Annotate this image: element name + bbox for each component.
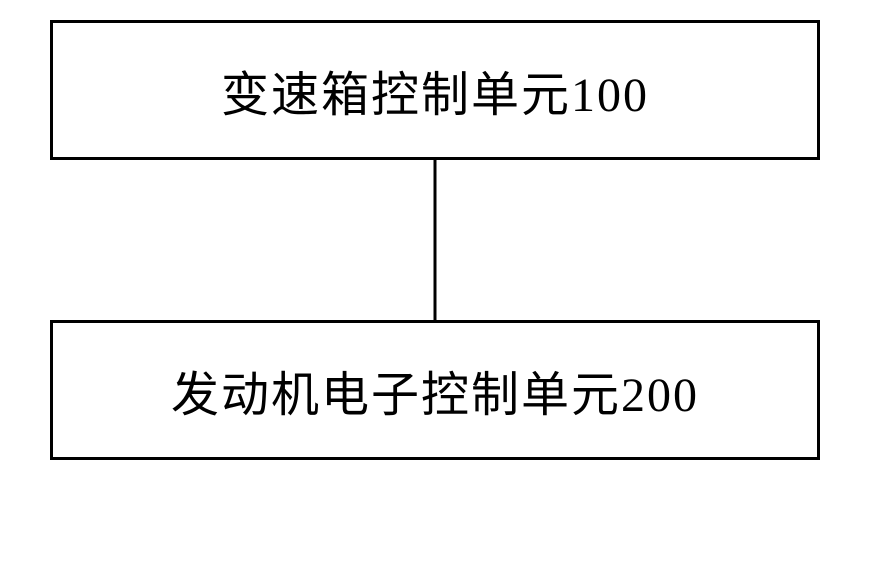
block-diagram: 变速箱控制单元100 发动机电子控制单元200 <box>50 20 820 460</box>
connector-line <box>434 160 437 323</box>
transmission-control-unit-block: 变速箱控制单元100 <box>50 20 820 160</box>
transmission-control-unit-label: 变速箱控制单元100 <box>221 55 649 125</box>
engine-control-unit-label: 发动机电子控制单元200 <box>171 355 699 425</box>
engine-control-unit-block: 发动机电子控制单元200 <box>50 320 820 460</box>
